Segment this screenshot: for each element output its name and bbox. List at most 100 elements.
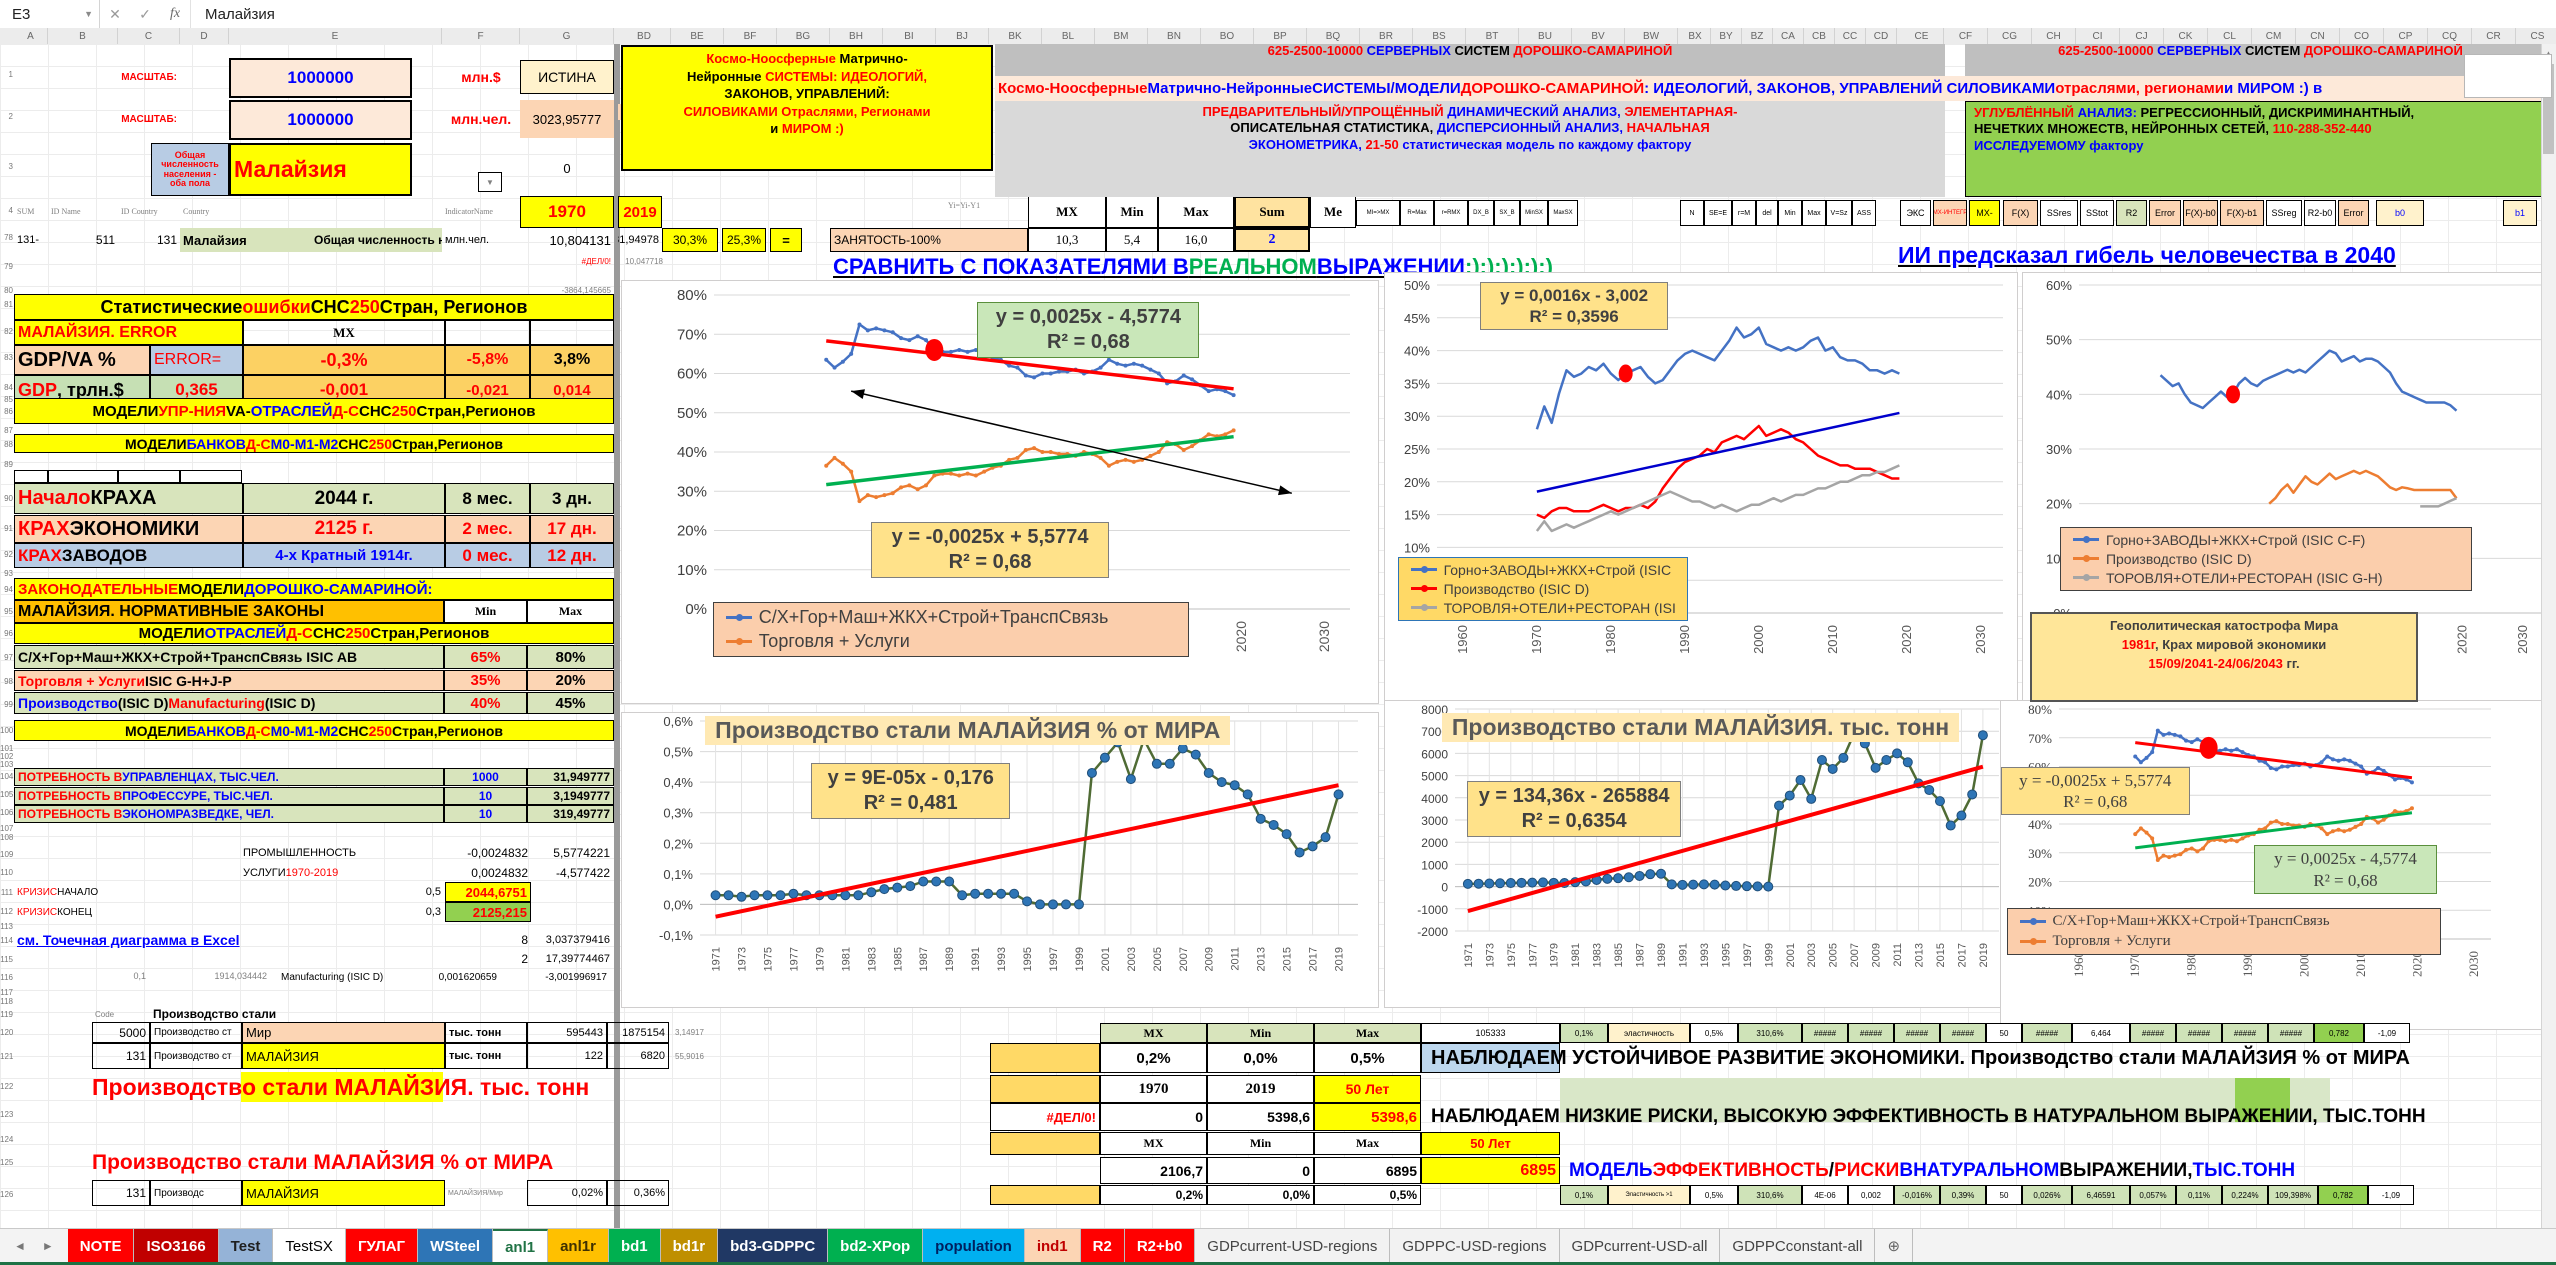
- cell[interactable]: 131: [92, 1043, 150, 1069]
- sheet-tab-ISO3166[interactable]: ISO3166: [134, 1229, 219, 1263]
- sheet-tab-anl1r[interactable]: anl1r: [548, 1229, 609, 1263]
- column-header-CO[interactable]: CO: [2340, 28, 2384, 44]
- cell[interactable]: 50: [1986, 1023, 2022, 1043]
- formula-input[interactable]: Малайзия: [190, 0, 2556, 28]
- row-header-1[interactable]: 1: [8, 70, 13, 79]
- add-sheet-button[interactable]: ⊕: [1875, 1229, 1914, 1263]
- column-header-BS[interactable]: BS: [1413, 28, 1466, 44]
- cell[interactable]: 16,0: [1158, 228, 1234, 252]
- row-header-110[interactable]: 110: [0, 868, 13, 877]
- cell[interactable]: 50: [1986, 1185, 2022, 1205]
- column-header-BT[interactable]: BT: [1466, 28, 1519, 44]
- cell[interactable]: МАЛАЙЗИЯ. НОРМАТИВНЫЕ ЗАКОНЫ: [14, 600, 444, 623]
- cell[interactable]: [530, 320, 614, 345]
- insert-function-icon[interactable]: fx: [169, 6, 181, 21]
- cell[interactable]: F(X)-b1: [2220, 200, 2264, 226]
- row-header-95[interactable]: 95: [4, 607, 13, 616]
- cell[interactable]: #####: [1940, 1023, 1986, 1043]
- sheet-tab-NOTE[interactable]: NOTE: [67, 1229, 135, 1263]
- cell[interactable]: MX: [243, 320, 445, 345]
- ai-prediction-link[interactable]: ИИ предсказал гибель человечества в 2040: [1898, 241, 2396, 268]
- scrollbar-thumb[interactable]: [2543, 64, 2554, 154]
- scroll-up-icon[interactable]: ▲: [2544, 48, 2553, 58]
- cell[interactable]: 8: [521, 933, 528, 947]
- cell[interactable]: [180, 470, 242, 483]
- cell[interactable]: MaxSX: [1548, 200, 1578, 226]
- cell[interactable]: IndicatorName: [445, 206, 493, 216]
- cell[interactable]: Эластичность >1: [1608, 1185, 1690, 1205]
- cell[interactable]: [118, 470, 180, 483]
- cell[interactable]: 4-х Кратный 1914г.: [243, 543, 445, 568]
- cell[interactable]: SE=E: [1704, 200, 1732, 226]
- cell[interactable]: Производство ст: [150, 1043, 242, 1069]
- row-header-3[interactable]: 3: [8, 162, 13, 171]
- column-header-BO[interactable]: BO: [1201, 28, 1254, 44]
- sheet-tab-GDPPCconstant-all[interactable]: GDPPCconstant-all: [1720, 1229, 1876, 1263]
- cell[interactable]: MinSX: [1520, 200, 1548, 226]
- cell[interactable]: #####: [2130, 1023, 2176, 1043]
- column-header-CD[interactable]: CD: [1866, 28, 1897, 44]
- cell[interactable]: 31,94978: [618, 234, 659, 246]
- row-header-102[interactable]: 102: [0, 752, 14, 761]
- cell[interactable]: 310,6%: [1738, 1185, 1802, 1205]
- cell[interactable]: 1914,034442: [214, 971, 267, 981]
- cell[interactable]: N: [1680, 200, 1704, 226]
- sheet-tab-R2+b0[interactable]: R2+b0: [1124, 1229, 1196, 1263]
- sheet-tab-Test[interactable]: Test: [218, 1229, 274, 1263]
- sheet-tab-anl1[interactable]: anl1: [493, 1229, 549, 1263]
- cell[interactable]: 10: [444, 805, 527, 823]
- cell[interactable]: С/Х+Гор+Маш+ЖКХ+Строй+ТранспСвязь ISIC A…: [14, 645, 444, 669]
- cell[interactable]: КРАХ ЗАВОДОВ: [14, 543, 243, 568]
- column-header-CA[interactable]: CA: [1773, 28, 1804, 44]
- cell[interactable]: Производс: [150, 1180, 242, 1206]
- cell[interactable]: Code: [95, 1009, 115, 1019]
- tab-nav-arrows[interactable]: ◄ ►: [0, 1229, 68, 1263]
- cell[interactable]: 0,224%: [2222, 1185, 2268, 1205]
- row-header-120[interactable]: 120: [0, 1028, 14, 1037]
- row-header-87[interactable]: 87: [4, 426, 13, 435]
- cell[interactable]: 2: [1234, 228, 1310, 252]
- cell[interactable]: Торговля + Услуги ISIC G-H+J-P: [14, 670, 444, 691]
- cell[interactable]: КРИЗИС КОНЕЦ: [17, 906, 92, 918]
- cell[interactable]: [990, 1185, 1100, 1205]
- row-header-85[interactable]: 85: [4, 395, 13, 404]
- cell[interactable]: -0,3%: [243, 345, 445, 375]
- row-header-124[interactable]: 124: [0, 1135, 14, 1144]
- cell[interactable]: ERROR=: [150, 345, 243, 375]
- filter-dropdown-icon[interactable]: ▼: [478, 172, 502, 192]
- cell[interactable]: 20%: [527, 670, 614, 691]
- cell[interactable]: MX: [1028, 196, 1106, 228]
- cell[interactable]: 2044,6751: [445, 882, 531, 902]
- model-text[interactable]: МОДЕЛЬ ЭФФЕКТИВНОСТЬ / РИСКИ В НАТУРАЛЬНОМ…: [1569, 1159, 2296, 1181]
- cell[interactable]: 1000000: [229, 100, 412, 140]
- row-header-122[interactable]: 122: [0, 1082, 14, 1091]
- cell[interactable]: 595443: [527, 1022, 607, 1043]
- cell[interactable]: 2106,7: [1100, 1157, 1207, 1184]
- row-header-98[interactable]: 98: [4, 677, 13, 686]
- cell[interactable]: 5,4: [1106, 228, 1158, 252]
- cell[interactable]: 3023,95777: [520, 100, 614, 138]
- column-header-BU[interactable]: BU: [1519, 28, 1572, 44]
- cell[interactable]: 105333: [1421, 1023, 1560, 1043]
- cell[interactable]: b1: [2503, 200, 2537, 226]
- cancel-icon[interactable]: ✕: [109, 5, 121, 22]
- row-header-81[interactable]: 81: [4, 300, 13, 309]
- cell[interactable]: МАСШТАБ:: [121, 71, 177, 83]
- cell[interactable]: 0: [563, 160, 571, 176]
- cell[interactable]: #####: [1848, 1023, 1894, 1043]
- cell[interactable]: МАЛАЙЗИЯ/Мир: [448, 1189, 503, 1197]
- column-header-BW[interactable]: BW: [1625, 28, 1678, 44]
- row-header-100[interactable]: 100: [0, 726, 14, 735]
- cell[interactable]: ЗАНЯТОСТЬ-100%: [830, 228, 1028, 252]
- cell[interactable]: V=Sz: [1826, 200, 1852, 226]
- column-header-CG[interactable]: CG: [1988, 28, 2032, 44]
- cell[interactable]: 0,1%: [1560, 1185, 1608, 1205]
- cell[interactable]: del: [1756, 200, 1778, 226]
- steel-tons-title[interactable]: Производство стали МАЛАЙЗИЯ. тыс. тонн: [92, 1073, 590, 1100]
- cell[interactable]: MX-: [1969, 200, 2000, 226]
- cell[interactable]: МАЛАЙЗИЯ: [242, 1180, 445, 1206]
- cell[interactable]: млн.$: [461, 69, 501, 85]
- row-header-80[interactable]: 80: [4, 286, 13, 295]
- cell[interactable]: Min: [444, 600, 527, 623]
- row-header-89[interactable]: 89: [4, 460, 13, 469]
